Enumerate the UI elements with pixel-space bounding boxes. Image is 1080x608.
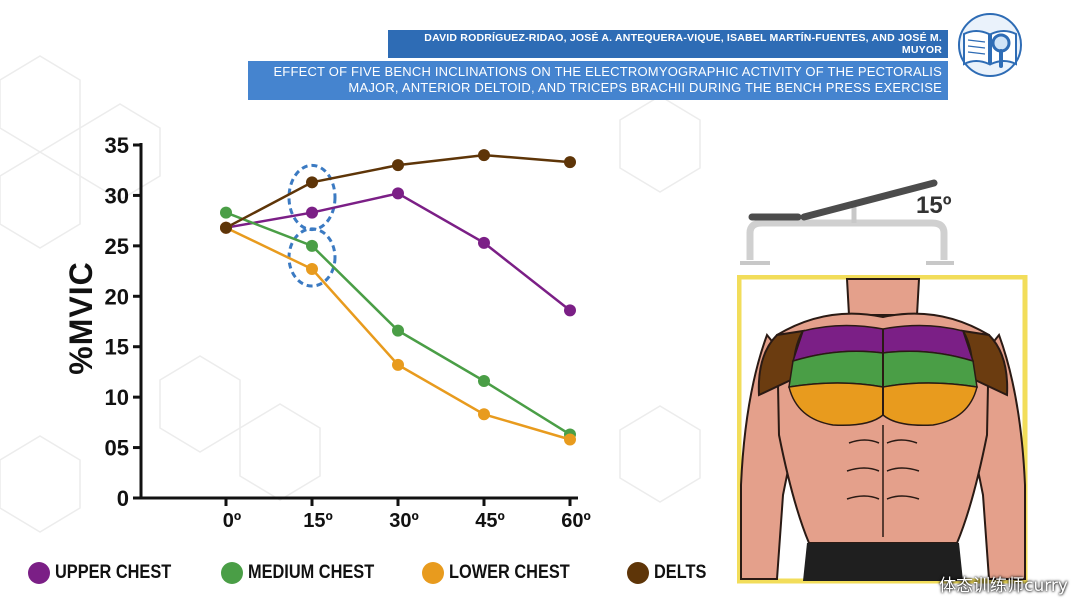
y-tick-label: 05: [105, 436, 129, 461]
y-tick-labels: 0 05 10 15 20 25 30 35: [105, 133, 129, 511]
legend-swatch: [28, 562, 50, 584]
legend-swatch: [422, 562, 444, 584]
incline-bench-icon: [740, 179, 954, 265]
legend-item-medium-chest: MEDIUM CHEST: [221, 562, 398, 584]
x-tick-labels: 0º 15º 30º 45º 60º: [223, 510, 591, 532]
point-lower-chest-2: [392, 358, 404, 371]
authors-banner: DAVID RODRÍGUEZ-RIDAO, JOSÉ A. ANTEQUERA…: [388, 30, 948, 58]
point-upper-chest-2: [392, 187, 404, 200]
point-upper-chest-4: [564, 304, 576, 317]
legend-item-lower-chest: LOWER CHEST: [422, 562, 599, 584]
legend-item-upper-chest: UPPER CHEST: [28, 562, 205, 584]
y-axis-label: %MVIC: [63, 261, 99, 374]
x-tick-label: 30º: [389, 510, 419, 532]
chart-series: [220, 149, 576, 446]
point-medium-chest-0: [220, 206, 232, 219]
point-lower-chest-1: [306, 263, 318, 276]
highlight-oval-1: [287, 227, 337, 288]
y-tick-label: 35: [105, 133, 129, 158]
point-medium-chest-3: [478, 375, 490, 388]
chart-legend: UPPER CHEST MEDIUM CHEST LOWER CHEST DEL…: [28, 561, 838, 585]
point-delts-1: [306, 176, 318, 189]
point-delts-4: [564, 156, 576, 169]
point-delts-0: [220, 221, 232, 234]
point-lower-chest-4: [564, 433, 576, 446]
legend-label: LOWER CHEST: [449, 562, 570, 583]
y-tick-label: 10: [105, 385, 129, 410]
chest-muscles-illustration: [737, 275, 1028, 584]
point-lower-chest-3: [478, 408, 490, 421]
article-title-banner: EFFECT OF FIVE BENCH INCLINATIONS ON THE…: [248, 61, 948, 100]
series-line-medium-chest: [225, 211, 571, 436]
legend-swatch: [221, 562, 243, 584]
book-magnifier-icon: [958, 13, 1022, 77]
title-block: DAVID RODRÍGUEZ-RIDAO, JOSÉ A. ANTEQUERA…: [248, 30, 948, 100]
point-medium-chest-2: [392, 324, 404, 337]
y-tick-label: 0: [117, 486, 129, 511]
watermark: 体态训练师curry: [939, 576, 1068, 596]
x-tick-label: 60º: [561, 510, 591, 532]
legend-item-delts: DELTS: [627, 562, 804, 584]
y-tick-label: 30: [105, 183, 129, 208]
point-delts-2: [392, 159, 404, 172]
x-tick-label: 0º: [223, 510, 241, 532]
legend-label: MEDIUM CHEST: [248, 562, 375, 583]
point-upper-chest-1: [306, 206, 318, 219]
x-tick-label: 15º: [303, 510, 333, 532]
point-medium-chest-1: [306, 239, 318, 252]
y-tick-label: 15: [105, 335, 129, 360]
y-tick-label: 20: [105, 284, 129, 309]
point-upper-chest-3: [478, 236, 490, 249]
chart-axes: [133, 143, 578, 506]
point-delts-3: [478, 149, 490, 162]
x-tick-label: 45º: [475, 510, 505, 532]
bench-angle-label: 15º: [916, 192, 952, 219]
emg-line-chart: 0 05 10 15 20 25 30 35 0º 15º 30º 45º 60º %MVIC: [63, 133, 591, 532]
y-tick-label: 25: [105, 234, 129, 259]
highlight-oval-0: [287, 163, 337, 232]
legend-swatch: [627, 562, 649, 584]
legend-label: UPPER CHEST: [55, 562, 172, 583]
legend-label: DELTS: [654, 562, 707, 583]
